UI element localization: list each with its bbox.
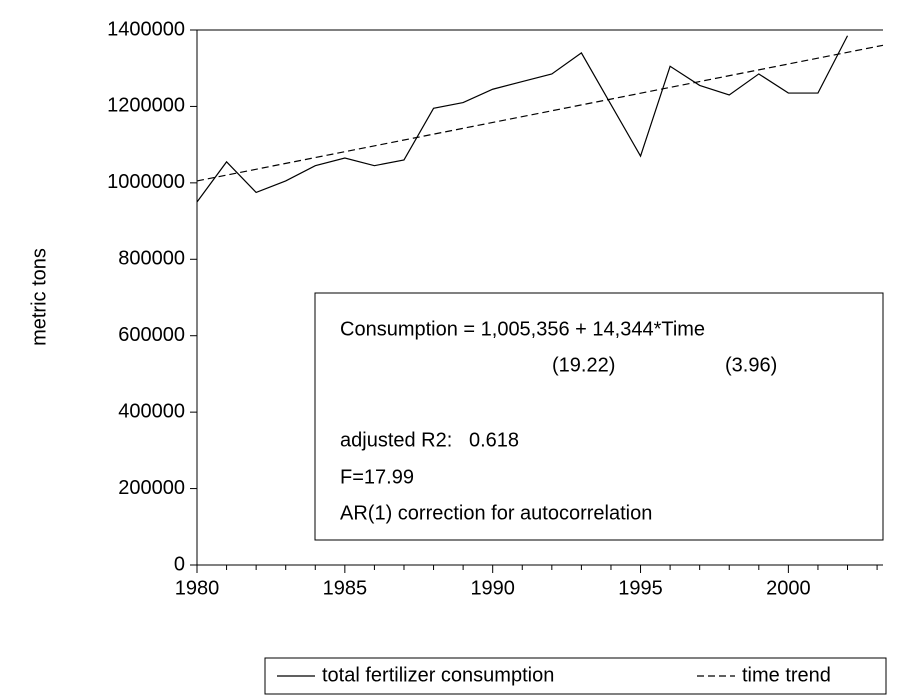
- legend-label: total fertilizer consumption: [322, 664, 554, 686]
- annotation-box: [314, 292, 884, 541]
- y-tick-label: 800000: [118, 248, 185, 270]
- line: [196, 35, 849, 203]
- x-tick-label: 1985: [323, 577, 368, 599]
- y-tick-label: 1000000: [107, 171, 185, 193]
- x-tick-label: 1990: [470, 577, 515, 599]
- annotation: (3.96): [725, 354, 777, 376]
- x-tick-label: 2000: [766, 577, 811, 599]
- x-tick-label: 1995: [618, 577, 663, 599]
- annotation: AR(1) correction for autocorrelation: [340, 502, 652, 524]
- y-tick-label: 400000: [118, 400, 185, 422]
- y-tick-label: 1200000: [107, 95, 185, 117]
- x-tick-label: 1980: [175, 577, 220, 599]
- annotation: F=17.99: [340, 466, 414, 488]
- y-tick-label: 1400000: [107, 18, 185, 40]
- y-axis-label: metric tons: [28, 248, 50, 346]
- annotation: adjusted R2: 0.618: [340, 429, 519, 451]
- line: [196, 44, 884, 182]
- y-tick-label: 600000: [118, 324, 185, 346]
- legend-box: [264, 657, 887, 695]
- annotation: Consumption = 1,005,356 + 14,344*Time: [340, 318, 705, 340]
- legend-label: time trend: [742, 664, 831, 686]
- y-tick-label: 200000: [118, 477, 185, 499]
- annotation: (19.22): [552, 354, 615, 376]
- y-tick-label: 0: [174, 553, 185, 575]
